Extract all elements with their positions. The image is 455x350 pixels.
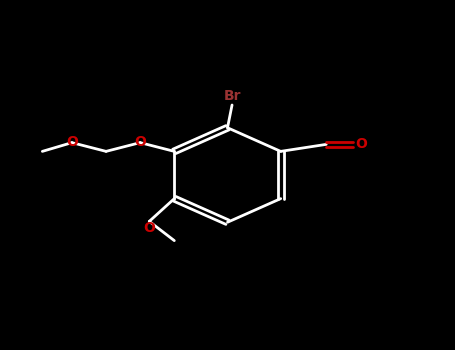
Text: O: O	[134, 134, 146, 148]
Text: O: O	[66, 134, 78, 148]
Text: O: O	[143, 221, 155, 235]
Text: Br: Br	[223, 89, 241, 103]
Text: O: O	[355, 137, 367, 151]
